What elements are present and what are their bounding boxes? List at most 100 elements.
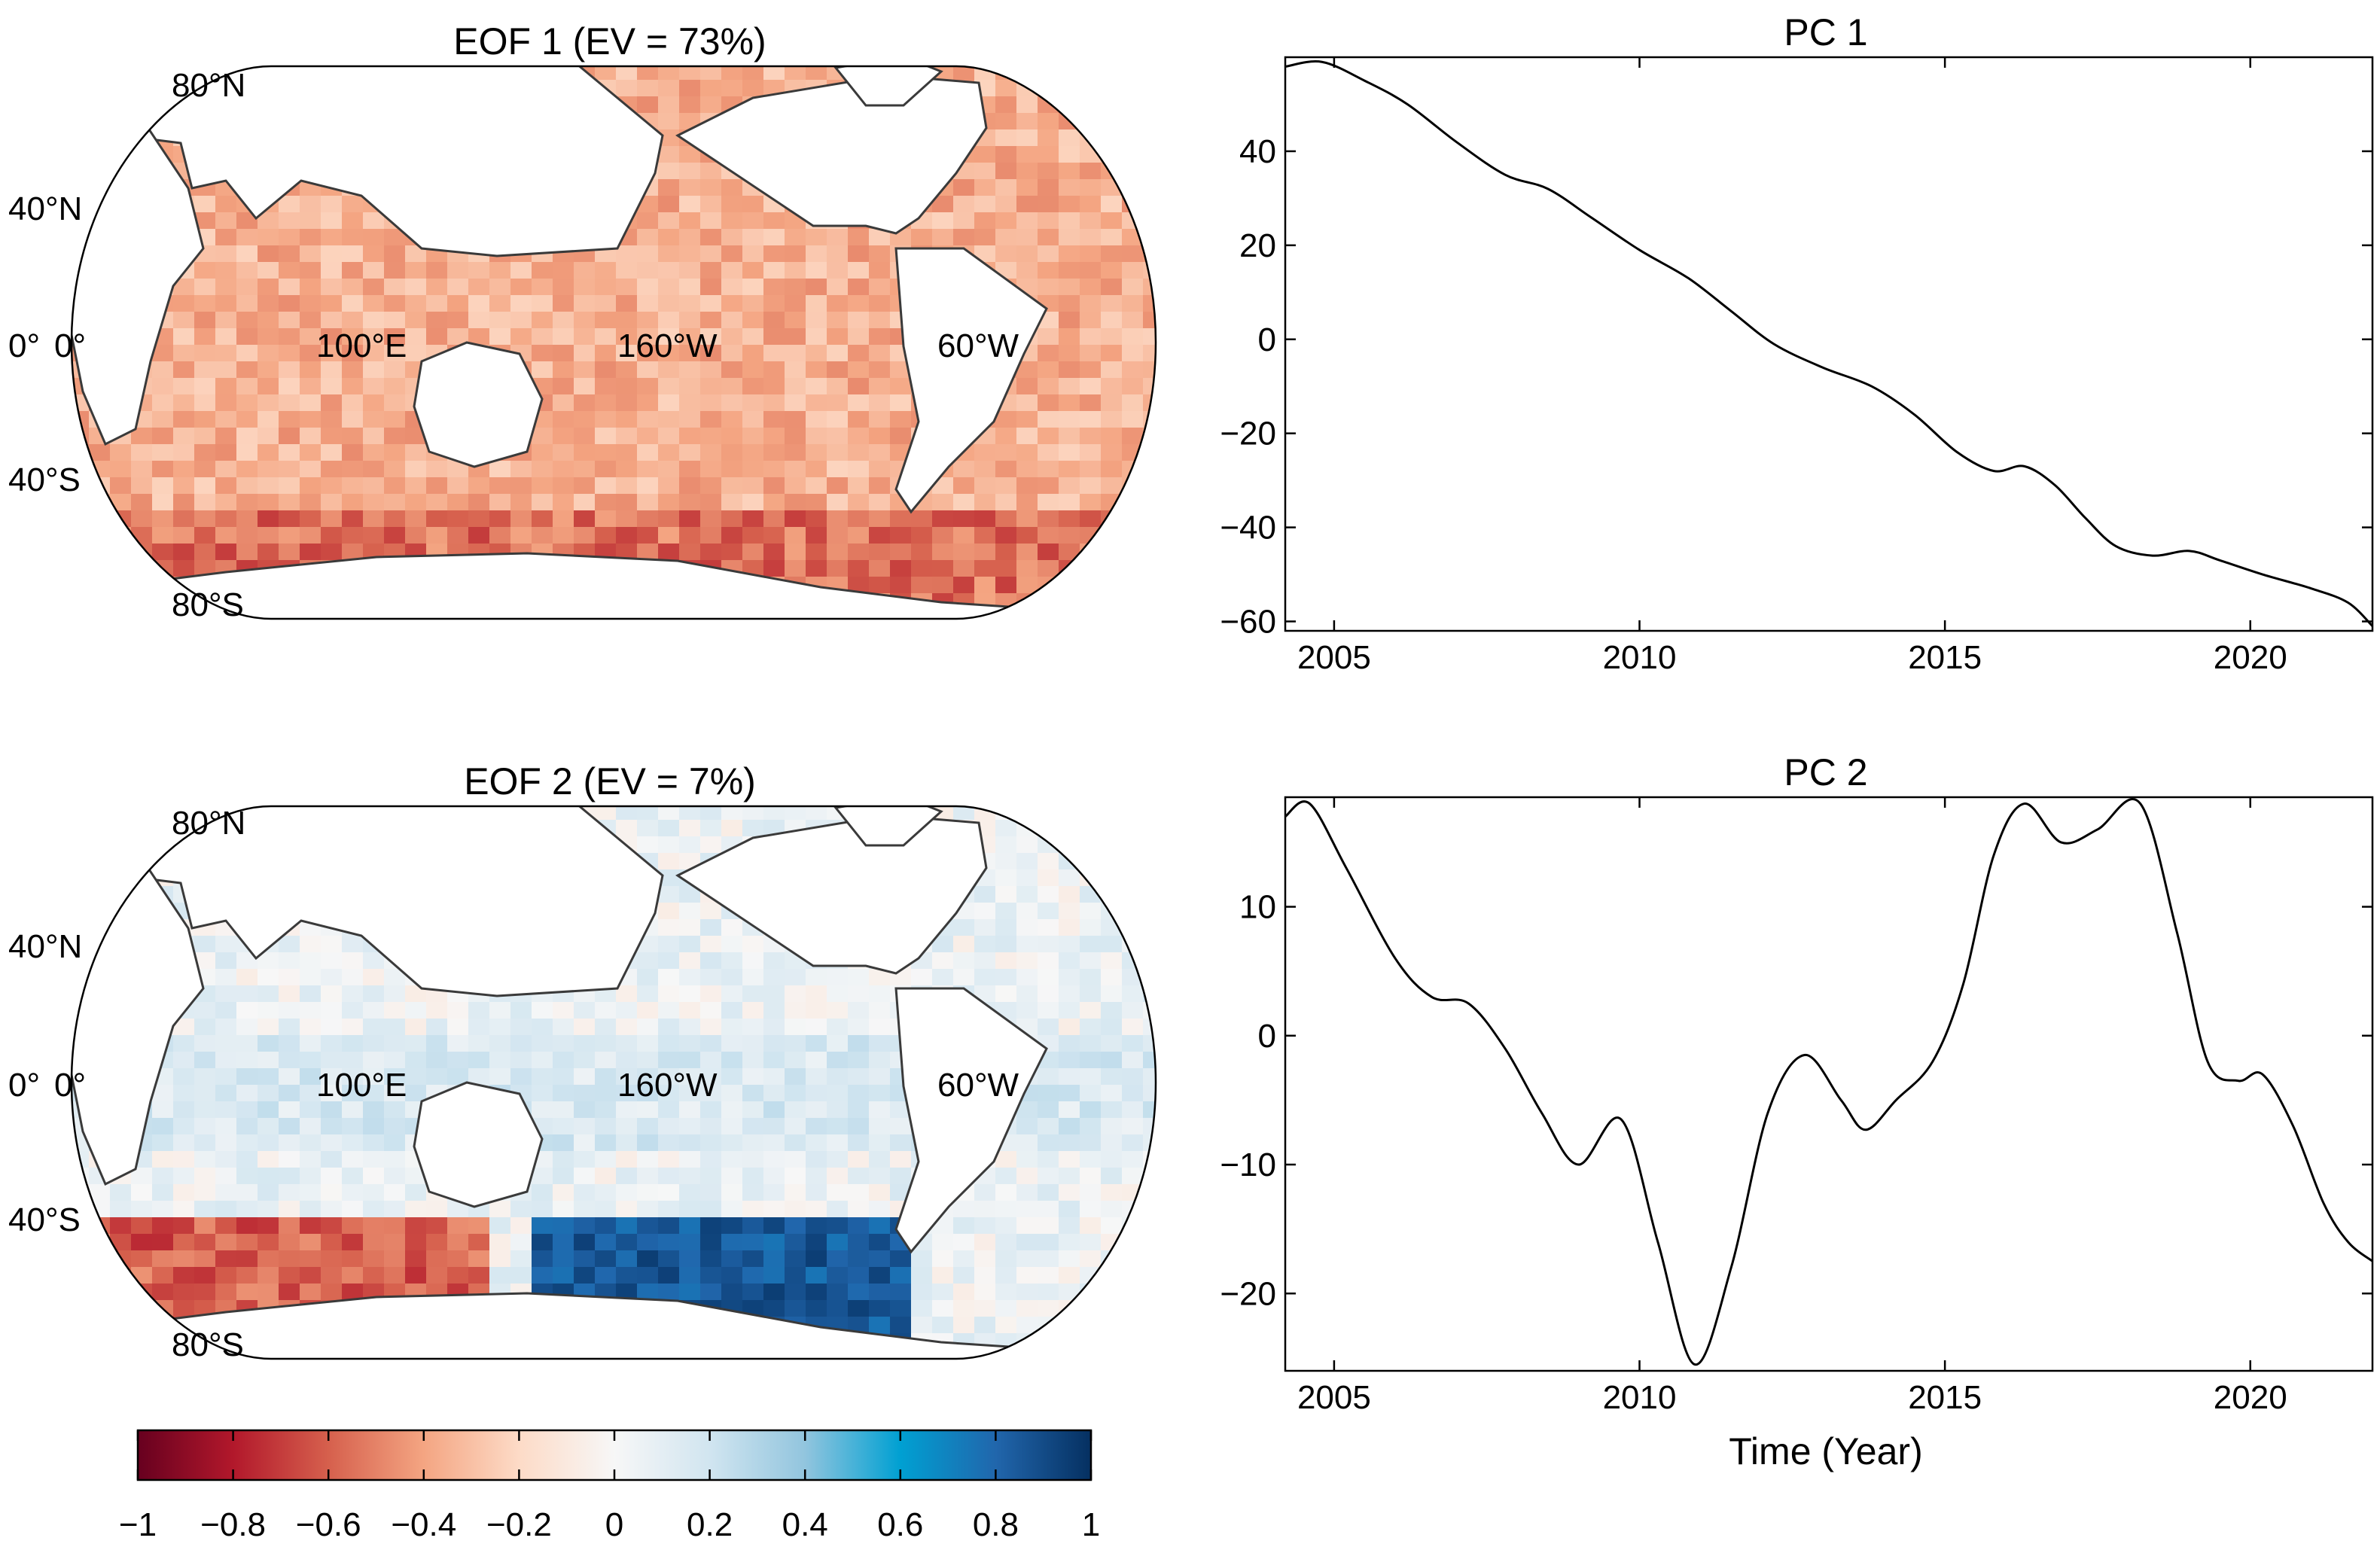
field-cell [131, 1168, 153, 1185]
field-cell [1038, 212, 1059, 230]
field-cell [785, 1217, 806, 1235]
field-cell [890, 394, 912, 412]
land-antarctica [88, 1292, 1056, 1359]
field-cell [637, 1284, 659, 1301]
field-cell [890, 544, 912, 561]
field-cell [532, 1052, 553, 1069]
field-cell [827, 969, 849, 986]
field-cell [532, 1101, 553, 1119]
field-cell [1122, 279, 1144, 296]
field-cell [1059, 245, 1080, 263]
field-cell [995, 919, 1017, 936]
field-cell [1059, 1201, 1080, 1218]
field-cell [574, 428, 596, 445]
field-cell [1059, 1035, 1080, 1052]
field-cell [321, 1085, 343, 1102]
field-cell [953, 477, 975, 495]
field-cell [532, 279, 553, 296]
field-cell [215, 494, 237, 511]
field-cell [658, 1184, 680, 1201]
field-cell [848, 560, 870, 577]
field-cell [300, 378, 321, 395]
field-cell [384, 312, 406, 329]
field-cell [679, 262, 701, 279]
field-cell [890, 1168, 912, 1185]
field-cell [363, 345, 385, 362]
field-cell [869, 985, 891, 1003]
field-cell [658, 952, 680, 970]
field-cell [1016, 869, 1038, 887]
field-cell [827, 245, 849, 263]
field-cell [932, 1267, 954, 1284]
field-cell [785, 66, 806, 81]
field-cell [131, 1350, 153, 1359]
field-cell [1143, 444, 1156, 461]
field-cell [658, 361, 680, 379]
field-cell [510, 1052, 532, 1069]
field-cell [1101, 544, 1123, 561]
field-cell [279, 985, 300, 1003]
field-cell [194, 1184, 216, 1201]
field-cell [489, 1035, 511, 1052]
field-cell [1143, 494, 1156, 511]
field-cell [426, 1234, 448, 1251]
field-cell [932, 560, 954, 577]
field-cell [1038, 494, 1059, 511]
field-cell [763, 1168, 785, 1185]
field-cell [616, 477, 638, 495]
field-cell [1143, 179, 1156, 196]
field-cell [384, 1201, 406, 1218]
field-cell [279, 1267, 300, 1284]
field-cell [321, 1035, 343, 1052]
field-cell [447, 1234, 469, 1251]
field-cell [131, 428, 153, 445]
field-cell [321, 1019, 343, 1036]
field-cell [215, 345, 237, 362]
field-cell [131, 1217, 153, 1235]
field-cell [321, 510, 343, 528]
field-cell [426, 1068, 448, 1086]
field-cell [827, 477, 849, 495]
field-cell [215, 328, 237, 346]
field-cell [1122, 1002, 1144, 1019]
field-cell [890, 1118, 912, 1135]
field-cell [763, 1101, 785, 1119]
colorbar-tick-label: −0.4 [391, 1506, 456, 1543]
field-cell [342, 312, 364, 329]
field-cell [363, 1002, 385, 1019]
field-cell [1059, 428, 1080, 445]
field-cell [658, 229, 680, 246]
field-cell [742, 66, 764, 81]
field-cell [595, 1134, 617, 1152]
field-cell [869, 577, 891, 594]
field-cell [721, 952, 743, 970]
field-cell [848, 1002, 870, 1019]
field-cell [848, 494, 870, 511]
field-cell [215, 527, 237, 544]
field-cell [194, 295, 216, 312]
field-cell [236, 461, 258, 478]
field-cell [785, 1201, 806, 1218]
field-cell [1143, 129, 1156, 147]
field-cell [1038, 1085, 1059, 1102]
field-cell [658, 411, 680, 428]
field-cell [1122, 820, 1144, 837]
field-cell [1080, 96, 1102, 114]
field-cell [932, 1250, 954, 1268]
field-cell [785, 295, 806, 312]
field-cell [953, 196, 975, 213]
field-cell [173, 328, 195, 346]
field-cell [637, 1168, 659, 1185]
field-cell [974, 461, 996, 478]
field-cell [384, 494, 406, 511]
field-cell [321, 295, 343, 312]
field-cell [279, 1234, 300, 1251]
field-cell [300, 345, 321, 362]
field-cell [637, 80, 659, 97]
field-cell [869, 1250, 891, 1268]
field-cell [342, 1035, 364, 1052]
field-cell [279, 245, 300, 263]
field-cell [1038, 146, 1059, 163]
field-cell [721, 544, 743, 561]
field-cell [1038, 544, 1059, 561]
